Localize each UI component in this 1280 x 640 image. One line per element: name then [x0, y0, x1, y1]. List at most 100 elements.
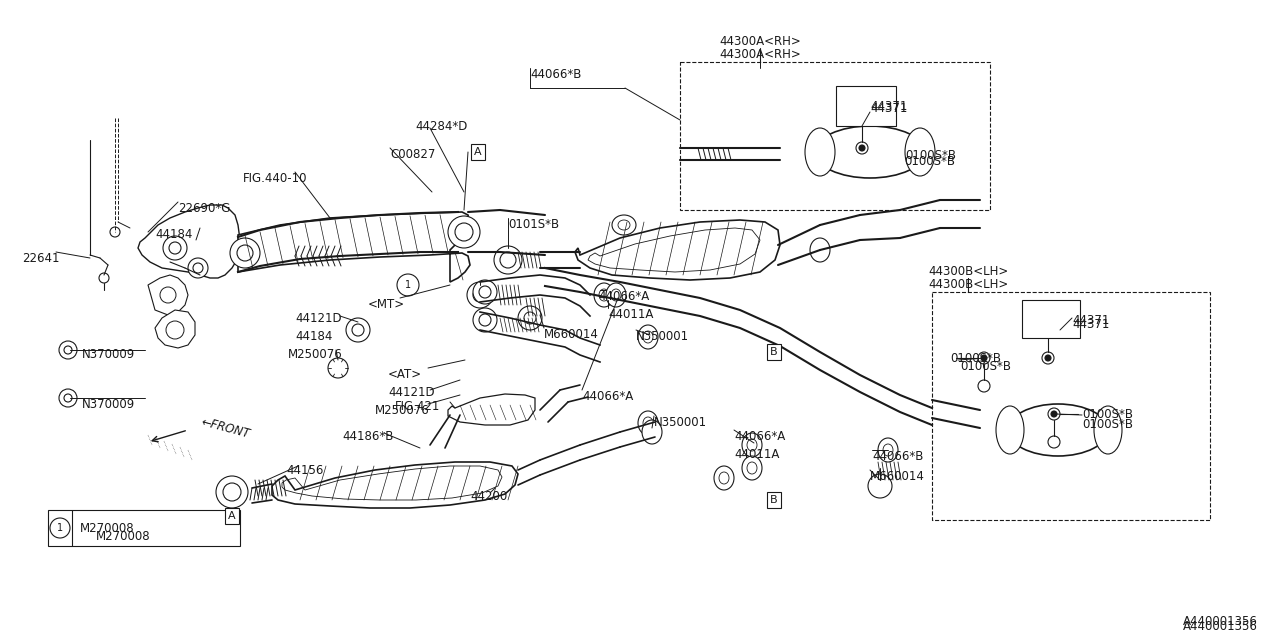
Text: N370009: N370009: [82, 348, 136, 361]
Circle shape: [166, 321, 184, 339]
Ellipse shape: [643, 420, 662, 444]
Text: A: A: [228, 511, 236, 521]
Circle shape: [59, 389, 77, 407]
Text: 44066*B: 44066*B: [872, 450, 923, 463]
Text: 22641: 22641: [22, 252, 59, 265]
Text: 44066*A: 44066*A: [582, 390, 634, 403]
Circle shape: [64, 346, 72, 354]
Text: 44121D: 44121D: [294, 312, 342, 325]
Circle shape: [1048, 408, 1060, 420]
Circle shape: [110, 227, 120, 237]
Circle shape: [397, 274, 419, 296]
Text: 44200: 44200: [470, 490, 507, 503]
Text: 44121D: 44121D: [388, 386, 435, 399]
Text: 0100S*B: 0100S*B: [960, 360, 1011, 373]
Polygon shape: [575, 220, 780, 280]
Text: 44371: 44371: [870, 102, 908, 115]
Ellipse shape: [883, 444, 893, 456]
Text: 44371: 44371: [1073, 314, 1110, 327]
Ellipse shape: [815, 126, 925, 178]
Text: 44300B<LH>: 44300B<LH>: [928, 278, 1009, 291]
Ellipse shape: [714, 466, 733, 490]
Text: FIG.440-10: FIG.440-10: [243, 172, 307, 185]
Text: A: A: [474, 147, 481, 157]
Circle shape: [868, 474, 892, 498]
Ellipse shape: [643, 331, 653, 343]
Text: M270008: M270008: [81, 522, 134, 534]
Circle shape: [188, 258, 209, 278]
Text: A440001356: A440001356: [1183, 615, 1258, 628]
Circle shape: [346, 318, 370, 342]
Circle shape: [1048, 436, 1060, 448]
Text: 0100S*B: 0100S*B: [1082, 418, 1133, 431]
Bar: [1021, 300, 1080, 338]
Ellipse shape: [1094, 406, 1123, 454]
Text: 44300A<RH>: 44300A<RH>: [719, 48, 801, 61]
Circle shape: [160, 287, 177, 303]
Ellipse shape: [594, 283, 614, 307]
Text: M270008: M270008: [96, 530, 151, 543]
Text: M250076: M250076: [288, 348, 343, 361]
Text: N370009: N370009: [82, 398, 136, 411]
Circle shape: [859, 145, 865, 151]
Polygon shape: [448, 394, 535, 425]
Ellipse shape: [637, 411, 658, 435]
Text: 0101S*B: 0101S*B: [508, 218, 559, 231]
Circle shape: [163, 236, 187, 260]
Polygon shape: [238, 212, 470, 282]
Ellipse shape: [637, 325, 658, 349]
Circle shape: [64, 394, 72, 402]
Bar: [932, 292, 1210, 520]
Circle shape: [494, 246, 522, 274]
Text: M660014: M660014: [544, 328, 599, 341]
Circle shape: [980, 355, 987, 361]
Text: 0100S*B: 0100S*B: [950, 351, 1001, 365]
Polygon shape: [148, 275, 188, 315]
Ellipse shape: [599, 289, 609, 301]
Text: C00827: C00827: [390, 148, 435, 161]
Text: 44011A: 44011A: [608, 308, 653, 321]
Circle shape: [352, 324, 364, 336]
Text: 44186*B: 44186*B: [342, 430, 393, 443]
Text: 44184: 44184: [155, 228, 192, 241]
Ellipse shape: [1009, 404, 1108, 456]
Polygon shape: [138, 205, 241, 278]
Circle shape: [50, 518, 70, 538]
Text: 0100S*B: 0100S*B: [904, 155, 955, 168]
Circle shape: [99, 273, 109, 283]
Circle shape: [856, 142, 868, 154]
Circle shape: [474, 308, 497, 332]
Text: <MT>: <MT>: [369, 298, 406, 311]
Circle shape: [1042, 352, 1053, 364]
Circle shape: [448, 216, 480, 248]
Circle shape: [474, 280, 497, 304]
Ellipse shape: [905, 128, 934, 176]
Text: 44371: 44371: [870, 100, 908, 113]
Ellipse shape: [643, 417, 653, 429]
Circle shape: [524, 312, 536, 324]
Ellipse shape: [611, 289, 621, 301]
Circle shape: [474, 288, 486, 302]
Text: 0100S*B: 0100S*B: [1082, 408, 1133, 420]
Text: 44156: 44156: [285, 464, 324, 477]
Circle shape: [1044, 355, 1051, 361]
Text: 44066*A: 44066*A: [733, 430, 785, 443]
Text: 44066*A: 44066*A: [598, 290, 649, 303]
Text: B: B: [771, 347, 778, 357]
Ellipse shape: [748, 439, 756, 451]
Text: 44300B<LH>: 44300B<LH>: [928, 265, 1009, 278]
Ellipse shape: [719, 472, 730, 484]
Ellipse shape: [805, 128, 835, 176]
Ellipse shape: [748, 462, 756, 474]
Circle shape: [479, 286, 492, 298]
Ellipse shape: [605, 283, 626, 307]
Circle shape: [978, 352, 989, 364]
Bar: [680, 62, 989, 210]
Circle shape: [59, 341, 77, 359]
Circle shape: [230, 238, 260, 268]
Ellipse shape: [618, 220, 630, 230]
Ellipse shape: [878, 438, 899, 462]
Circle shape: [454, 223, 474, 241]
Text: 1: 1: [56, 523, 63, 533]
Circle shape: [518, 306, 541, 330]
